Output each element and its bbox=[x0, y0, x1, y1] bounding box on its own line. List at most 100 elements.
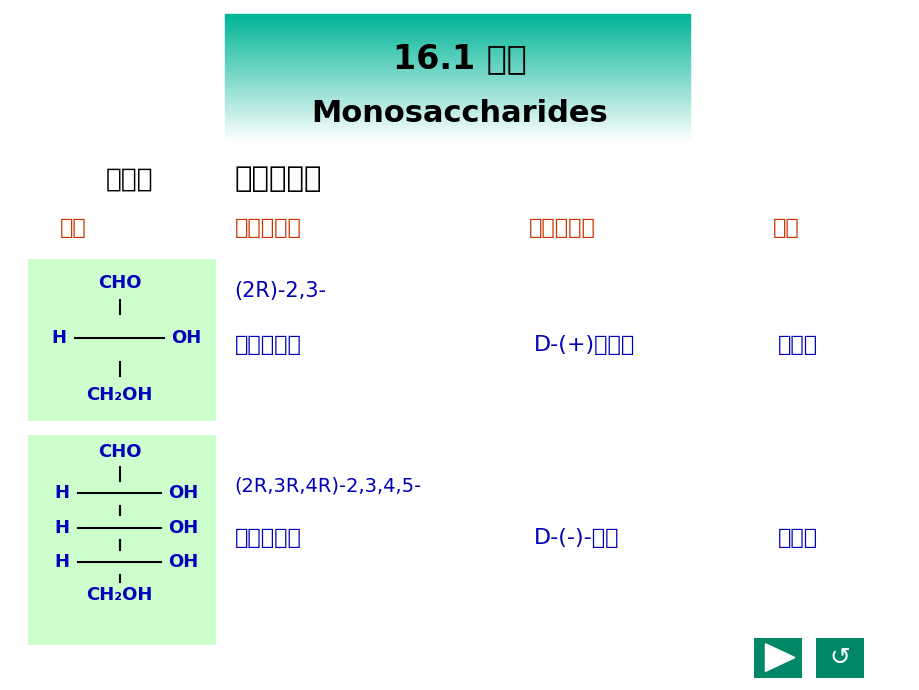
Text: 实例: 实例 bbox=[60, 218, 86, 237]
Bar bbox=[225, 15, 689, 17]
Bar bbox=[225, 137, 689, 138]
Bar bbox=[225, 44, 689, 46]
Bar bbox=[225, 111, 689, 112]
Bar bbox=[225, 103, 689, 105]
Text: OH: OH bbox=[168, 519, 199, 537]
Bar bbox=[225, 28, 689, 30]
Bar bbox=[225, 60, 689, 61]
Text: 戊醉糖: 戊醉糖 bbox=[777, 529, 817, 548]
FancyBboxPatch shape bbox=[28, 259, 216, 421]
Bar bbox=[225, 66, 689, 68]
Bar bbox=[225, 81, 689, 82]
Bar bbox=[225, 20, 689, 22]
Text: CH₂OH: CH₂OH bbox=[86, 586, 153, 604]
Bar bbox=[225, 76, 689, 78]
Text: 类别: 类别 bbox=[772, 218, 799, 237]
Text: D-(+)甘油醉: D-(+)甘油醉 bbox=[533, 335, 634, 355]
Bar bbox=[225, 99, 689, 100]
Bar bbox=[225, 92, 689, 94]
Bar bbox=[225, 54, 689, 55]
Bar bbox=[225, 135, 689, 137]
Bar bbox=[225, 30, 689, 31]
Text: H: H bbox=[54, 519, 69, 537]
Bar bbox=[225, 117, 689, 119]
Bar bbox=[225, 14, 689, 15]
Text: H: H bbox=[51, 329, 66, 347]
Bar bbox=[225, 119, 689, 121]
Bar bbox=[225, 106, 689, 108]
Text: ↺: ↺ bbox=[829, 646, 849, 669]
Bar bbox=[225, 75, 689, 76]
Bar bbox=[225, 138, 689, 140]
Bar bbox=[225, 68, 689, 70]
Bar bbox=[225, 87, 689, 89]
Bar bbox=[225, 84, 689, 86]
Bar bbox=[225, 90, 689, 92]
Bar bbox=[225, 126, 689, 127]
Polygon shape bbox=[765, 644, 794, 671]
Text: CH₂OH: CH₂OH bbox=[86, 386, 153, 404]
Bar bbox=[225, 112, 689, 115]
Bar bbox=[225, 128, 689, 130]
Bar bbox=[225, 50, 689, 52]
Bar bbox=[225, 48, 689, 49]
Bar bbox=[225, 86, 689, 87]
Text: 四羟基戊醉: 四羟基戊醉 bbox=[234, 529, 301, 548]
Bar bbox=[225, 101, 689, 103]
Bar bbox=[225, 33, 689, 34]
Text: OH: OH bbox=[168, 484, 199, 502]
Bar bbox=[225, 41, 689, 43]
Bar bbox=[225, 108, 689, 110]
Text: OH: OH bbox=[168, 553, 199, 571]
Bar bbox=[225, 43, 689, 44]
Bar bbox=[225, 95, 689, 97]
Text: OH: OH bbox=[171, 329, 201, 347]
Bar bbox=[225, 26, 689, 28]
Bar bbox=[225, 57, 689, 59]
Bar bbox=[225, 94, 689, 95]
Bar bbox=[225, 110, 689, 111]
Bar bbox=[225, 65, 689, 66]
Text: (2R,3R,4R)-2,3,4,5-: (2R,3R,4R)-2,3,4,5- bbox=[234, 477, 422, 496]
Bar bbox=[225, 71, 689, 73]
Bar bbox=[225, 70, 689, 71]
FancyBboxPatch shape bbox=[28, 435, 216, 645]
Bar bbox=[225, 25, 689, 26]
Bar bbox=[225, 89, 689, 90]
Text: CHO: CHO bbox=[97, 274, 142, 292]
Bar bbox=[225, 46, 689, 48]
Bar bbox=[225, 124, 689, 126]
Bar bbox=[225, 78, 689, 79]
Text: 系统命名法: 系统命名法 bbox=[234, 218, 301, 237]
Bar bbox=[225, 31, 689, 33]
Bar bbox=[225, 105, 689, 106]
Bar bbox=[225, 116, 689, 117]
Bar bbox=[225, 127, 689, 128]
Bar bbox=[225, 97, 689, 99]
Text: (2R)-2,3-: (2R)-2,3- bbox=[234, 282, 326, 301]
Bar bbox=[225, 73, 689, 75]
Bar bbox=[225, 59, 689, 60]
Bar bbox=[225, 140, 689, 141]
Bar bbox=[225, 132, 689, 133]
Bar bbox=[225, 115, 689, 116]
Bar bbox=[225, 130, 689, 132]
Text: 习惯命名法: 习惯命名法 bbox=[528, 218, 596, 237]
Text: 单糖的命名: 单糖的命名 bbox=[234, 166, 322, 193]
Bar bbox=[225, 61, 689, 63]
FancyBboxPatch shape bbox=[815, 638, 863, 678]
Text: Monosaccharides: Monosaccharides bbox=[312, 99, 607, 128]
Text: CHO: CHO bbox=[97, 443, 142, 461]
Bar bbox=[225, 100, 689, 101]
Text: H: H bbox=[54, 553, 69, 571]
Bar bbox=[225, 22, 689, 23]
Bar bbox=[225, 19, 689, 20]
Bar bbox=[225, 82, 689, 84]
FancyBboxPatch shape bbox=[754, 638, 801, 678]
Bar bbox=[225, 122, 689, 124]
Bar bbox=[225, 36, 689, 38]
Bar bbox=[225, 23, 689, 25]
Text: H: H bbox=[54, 484, 69, 502]
Bar bbox=[225, 34, 689, 36]
Bar bbox=[225, 55, 689, 57]
